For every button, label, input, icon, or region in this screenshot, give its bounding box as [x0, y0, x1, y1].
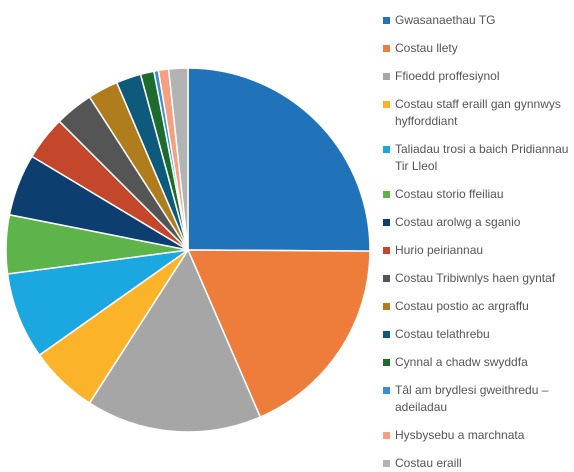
legend-label: Costau arolwg a sganio	[395, 215, 521, 229]
legend-label: Hysbysebu a marchnata	[395, 428, 525, 442]
legend-item: Ffioedd proffesiynol	[383, 68, 573, 85]
legend-item: Hysbysebu a marchnata	[383, 427, 573, 444]
legend-label: Gwasanaethau TG	[395, 13, 496, 27]
legend-item: Costau telathrebu	[383, 326, 573, 343]
legend-swatch	[383, 17, 390, 24]
legend-item: Costau postio ac argraffu	[383, 298, 573, 315]
legend-swatch	[383, 73, 390, 80]
legend-swatch	[383, 219, 390, 226]
legend-item: Cynnal a chadw swyddfa	[383, 354, 573, 371]
legend-item: Costau Tribiwnlys haen gyntaf	[383, 270, 573, 287]
legend-item: Costau staff eraill gan gynnwys hyffordd…	[383, 96, 573, 130]
legend-item: Gwasanaethau TG	[383, 12, 573, 29]
legend-label: Hurio peiriannau	[395, 243, 484, 257]
legend-item: Tâl am brydlesi gweithredu – adeiladau	[383, 382, 573, 416]
pie-area	[5, 67, 371, 433]
legend-swatch	[383, 101, 390, 108]
legend-label: Tâl am brydlesi gweithredu – adeiladau	[395, 383, 549, 414]
legend: Gwasanaethau TG Costau llety Ffioedd proff…	[383, 12, 573, 472]
legend-label: Costau telathrebu	[395, 327, 490, 341]
legend-swatch	[383, 460, 390, 467]
pie-slice	[88, 248, 262, 433]
legend-swatch	[383, 359, 390, 366]
legend-label: Costau eraill	[395, 456, 462, 470]
pie-slice	[186, 249, 371, 419]
legend-swatch	[383, 191, 390, 198]
legend-label: Taliadau trosi a baich Pridiannau Tir Ll…	[395, 142, 569, 173]
legend-label: Costau postio ac argraffu	[395, 299, 529, 313]
legend-swatch	[383, 275, 390, 282]
legend-item: Costau llety	[383, 40, 573, 57]
legend-label: Costau Tribiwnlys haen gyntaf	[395, 271, 556, 285]
legend-swatch	[383, 331, 390, 338]
legend-swatch	[383, 303, 390, 310]
legend-label: Cynnal a chadw swyddfa	[395, 355, 528, 369]
legend-label: Ffioedd proffesiynol	[395, 69, 500, 83]
legend-item: Hurio peiriannau	[383, 242, 573, 259]
legend-swatch	[383, 45, 390, 52]
legend-swatch	[383, 387, 390, 394]
legend-item: Costau arolwg a sganio	[383, 214, 573, 231]
legend-swatch	[383, 146, 390, 153]
legend-item: Costau eraill	[383, 455, 573, 472]
legend-item: Taliadau trosi a baich Pridiannau Tir Ll…	[383, 141, 573, 175]
legend-swatch	[383, 432, 390, 439]
legend-swatch	[383, 247, 390, 254]
legend-label: Costau llety	[395, 41, 458, 55]
legend-label: Costau staff eraill gan gynnwys hyffordd…	[395, 97, 561, 128]
pie-slice	[167, 67, 189, 251]
pie-slice	[187, 67, 371, 252]
legend-item: Costau storio ffeiliau	[383, 186, 573, 203]
legend-label: Costau storio ffeiliau	[395, 187, 504, 201]
